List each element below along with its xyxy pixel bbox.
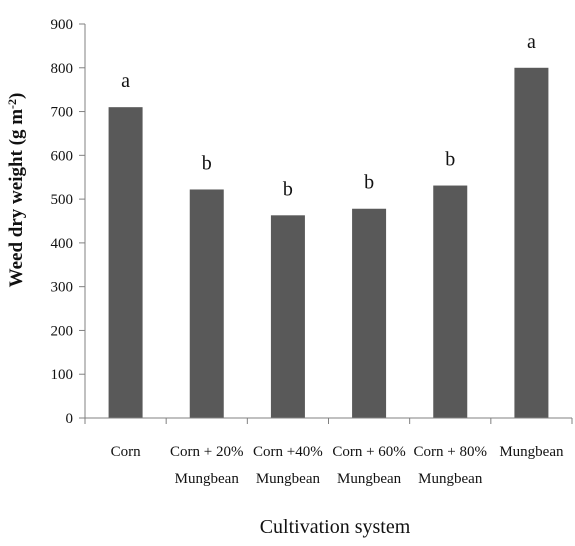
category-labels: Corn Corn + 20% Mungbean Corn +40% Mungbean C… [84, 418, 573, 487]
y-tick-label: 500 [51, 192, 74, 208]
y-axis-ticks: 0 100 200 300 400 500 600 700 800 900 [51, 17, 85, 427]
x-axis-title: Cultivation system [260, 516, 411, 538]
category-label: Mungbean [418, 471, 483, 487]
significance-letter: b [283, 178, 293, 200]
category-label: Mungbean [175, 471, 240, 487]
y-axis-title: Weed dry weight (g m-2) [5, 93, 27, 288]
y-tick-label: 0 [66, 411, 74, 427]
bar [352, 208, 387, 418]
category-label: Corn [111, 444, 142, 460]
significance-letter: a [527, 31, 536, 53]
category-label: Corn + 60% [332, 444, 405, 460]
y-tick-label: 800 [51, 61, 74, 77]
y-tick-label: 100 [51, 367, 74, 383]
y-axis-title-main: Weed dry weight (g m [6, 109, 27, 288]
y-tick-label: 400 [51, 236, 74, 252]
bar [189, 189, 224, 418]
category-label: Corn + 80% [414, 444, 487, 460]
significance-letter: b [364, 172, 374, 194]
y-tick-label: 600 [51, 148, 74, 164]
y-tick-label: 200 [51, 323, 74, 339]
significance-letter: b [202, 152, 212, 174]
bar [433, 185, 468, 418]
category-label: Mungbean [256, 471, 321, 487]
y-tick-label: 900 [51, 17, 74, 33]
y-axis-title-end: ) [6, 93, 27, 99]
y-tick-label: 300 [51, 280, 74, 296]
bars [108, 67, 549, 419]
y-axis-title-sup: -2 [5, 99, 19, 109]
y-tick-label: 700 [51, 105, 74, 121]
significance-letter: a [121, 70, 130, 92]
category-label: Mungbean [499, 444, 564, 460]
category-label: Corn +40% [253, 444, 323, 460]
bar [514, 67, 549, 419]
significance-letter: b [445, 149, 455, 171]
bar [270, 215, 305, 418]
significance-letters: a b b b b a [121, 31, 536, 201]
category-label: Corn + 20% [170, 444, 243, 460]
category-label: Mungbean [337, 471, 402, 487]
bar [108, 107, 143, 418]
